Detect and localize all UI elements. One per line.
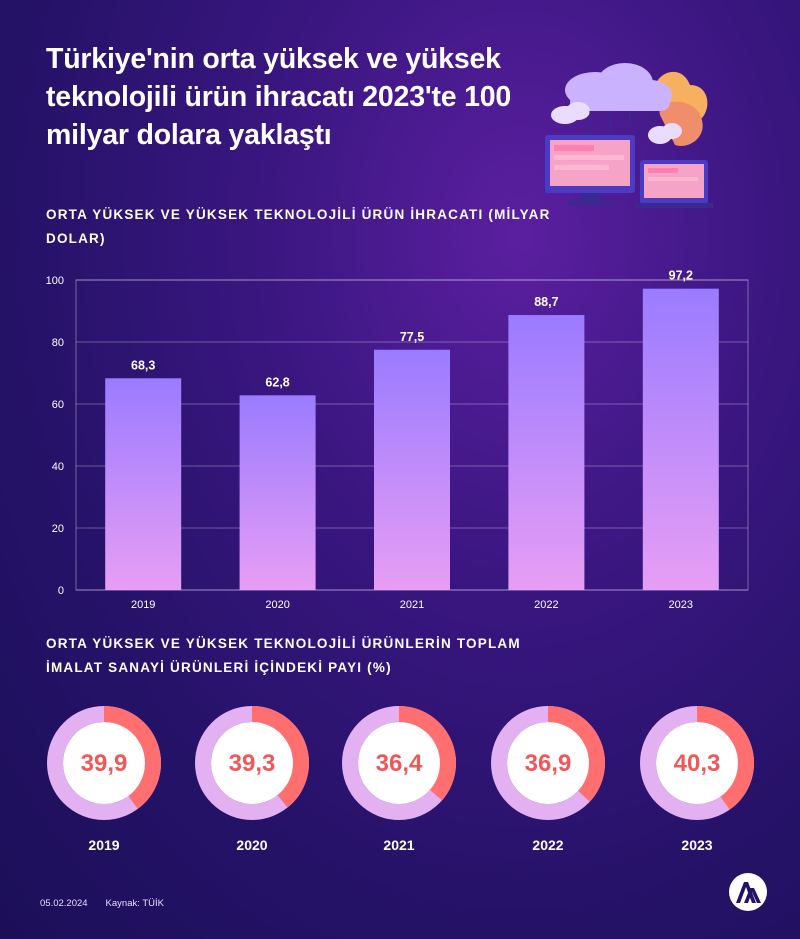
x-tick-label: 2023 [669, 599, 693, 611]
bar [239, 395, 316, 590]
x-tick-label: 2019 [131, 599, 155, 611]
x-tick-label: 2021 [400, 599, 424, 611]
bar [508, 315, 585, 590]
bar-chart-title: ORTA YÜKSEK VE YÜKSEK TEKNOLOJİLİ ÜRÜN İ… [46, 207, 551, 246]
x-tick-label: 2020 [265, 599, 289, 611]
donut-value-label: 39,9 [81, 750, 128, 777]
donut-value-label: 36,4 [376, 750, 423, 777]
donut-center [63, 722, 145, 804]
y-tick-label: 0 [58, 585, 64, 597]
donut-center [358, 722, 440, 804]
donut-chart: 39,9 2019 39,3 2020 36,4 2021 36,9 2022 40,3 2023 [47, 706, 754, 853]
publish-date: 05.02.2024 [40, 898, 88, 909]
donut-value-label: 39,3 [229, 750, 276, 777]
footer: 05.02.2024 Kaynak: TÜİK [40, 898, 164, 909]
donut-center [211, 722, 293, 804]
y-tick-label: 60 [52, 399, 64, 411]
donut-year-label: 2023 [681, 837, 712, 853]
donut-year-label: 2020 [236, 837, 267, 853]
bar [642, 288, 719, 590]
bar-value-label: 77,5 [400, 330, 424, 344]
page-title: Türkiye'nin orta yüksek ve yüksek teknol… [46, 43, 512, 151]
bar-value-label: 97,2 [669, 269, 693, 283]
x-tick-label: 2022 [534, 599, 558, 611]
donut-value-label: 36,9 [525, 750, 572, 777]
donut-year-label: 2021 [383, 837, 414, 853]
donut-center [656, 722, 738, 804]
y-tick-label: 40 [52, 461, 64, 473]
bar-value-label: 88,7 [534, 295, 558, 309]
donut-slice [251, 706, 309, 808]
donut-chart-title: ORTA YÜKSEK VE YÜKSEK TEKNOLOJİLİ ÜRÜNLE… [46, 636, 521, 675]
donut-slice [103, 706, 161, 809]
donut-slice [547, 706, 605, 802]
donut-value-label: 40,3 [674, 750, 721, 777]
source-label: Kaynak: TÜİK [105, 898, 164, 909]
bar [374, 349, 450, 590]
y-tick-label: 20 [52, 523, 64, 535]
y-tick-label: 100 [46, 275, 64, 287]
donut-slice [398, 706, 456, 801]
donut-center [507, 722, 589, 804]
bar-chart: 0 20 40 60 80 100 68,3 2019 62,8 2020 77,5 2021 88,… [46, 269, 749, 611]
bar [105, 378, 182, 590]
donut-slice [696, 706, 754, 810]
cloud-computer-illustration [545, 63, 713, 208]
y-tick-label: 80 [52, 337, 64, 349]
bar-value-label: 68,3 [131, 358, 155, 372]
donut-year-label: 2019 [88, 837, 119, 853]
aa-logo-icon [729, 873, 767, 911]
donut-year-label: 2022 [532, 837, 563, 853]
bar-value-label: 62,8 [265, 375, 289, 389]
